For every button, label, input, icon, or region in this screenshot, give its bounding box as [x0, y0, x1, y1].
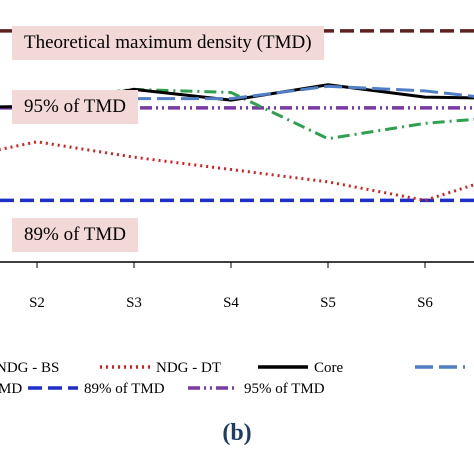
x-tick-label: S6	[417, 295, 433, 311]
series-line-1	[0, 140, 474, 202]
annotation-89-tmd: 89% of TMD	[12, 218, 139, 252]
x-tick-label: S4	[223, 295, 239, 311]
legend-label-6: 95% of TMD	[244, 381, 325, 397]
legend: NDG - BS NDG - DT Core MD 89% of TMD 95% of T…	[0, 360, 465, 397]
legend-label-4: MD	[0, 381, 22, 397]
x-tick-label: S3	[126, 295, 142, 311]
x-tick-label: S5	[320, 295, 336, 311]
x-tick-label: S2	[29, 295, 45, 311]
annotation-95-tmd: 95% of TMD	[12, 90, 139, 124]
legend-label-1: NDG - DT	[156, 360, 221, 376]
legend-label-2: Core	[314, 360, 344, 376]
annotation-tmd: Theoretical maximum density (TMD)	[12, 26, 324, 60]
legend-label-0: NDG - BS	[0, 360, 59, 376]
legend-label-5: 89% of TMD	[84, 381, 165, 397]
figure-caption: (b)	[222, 420, 252, 446]
x-axis-ticks: S2 S3 S4 S5 S6	[29, 262, 433, 311]
